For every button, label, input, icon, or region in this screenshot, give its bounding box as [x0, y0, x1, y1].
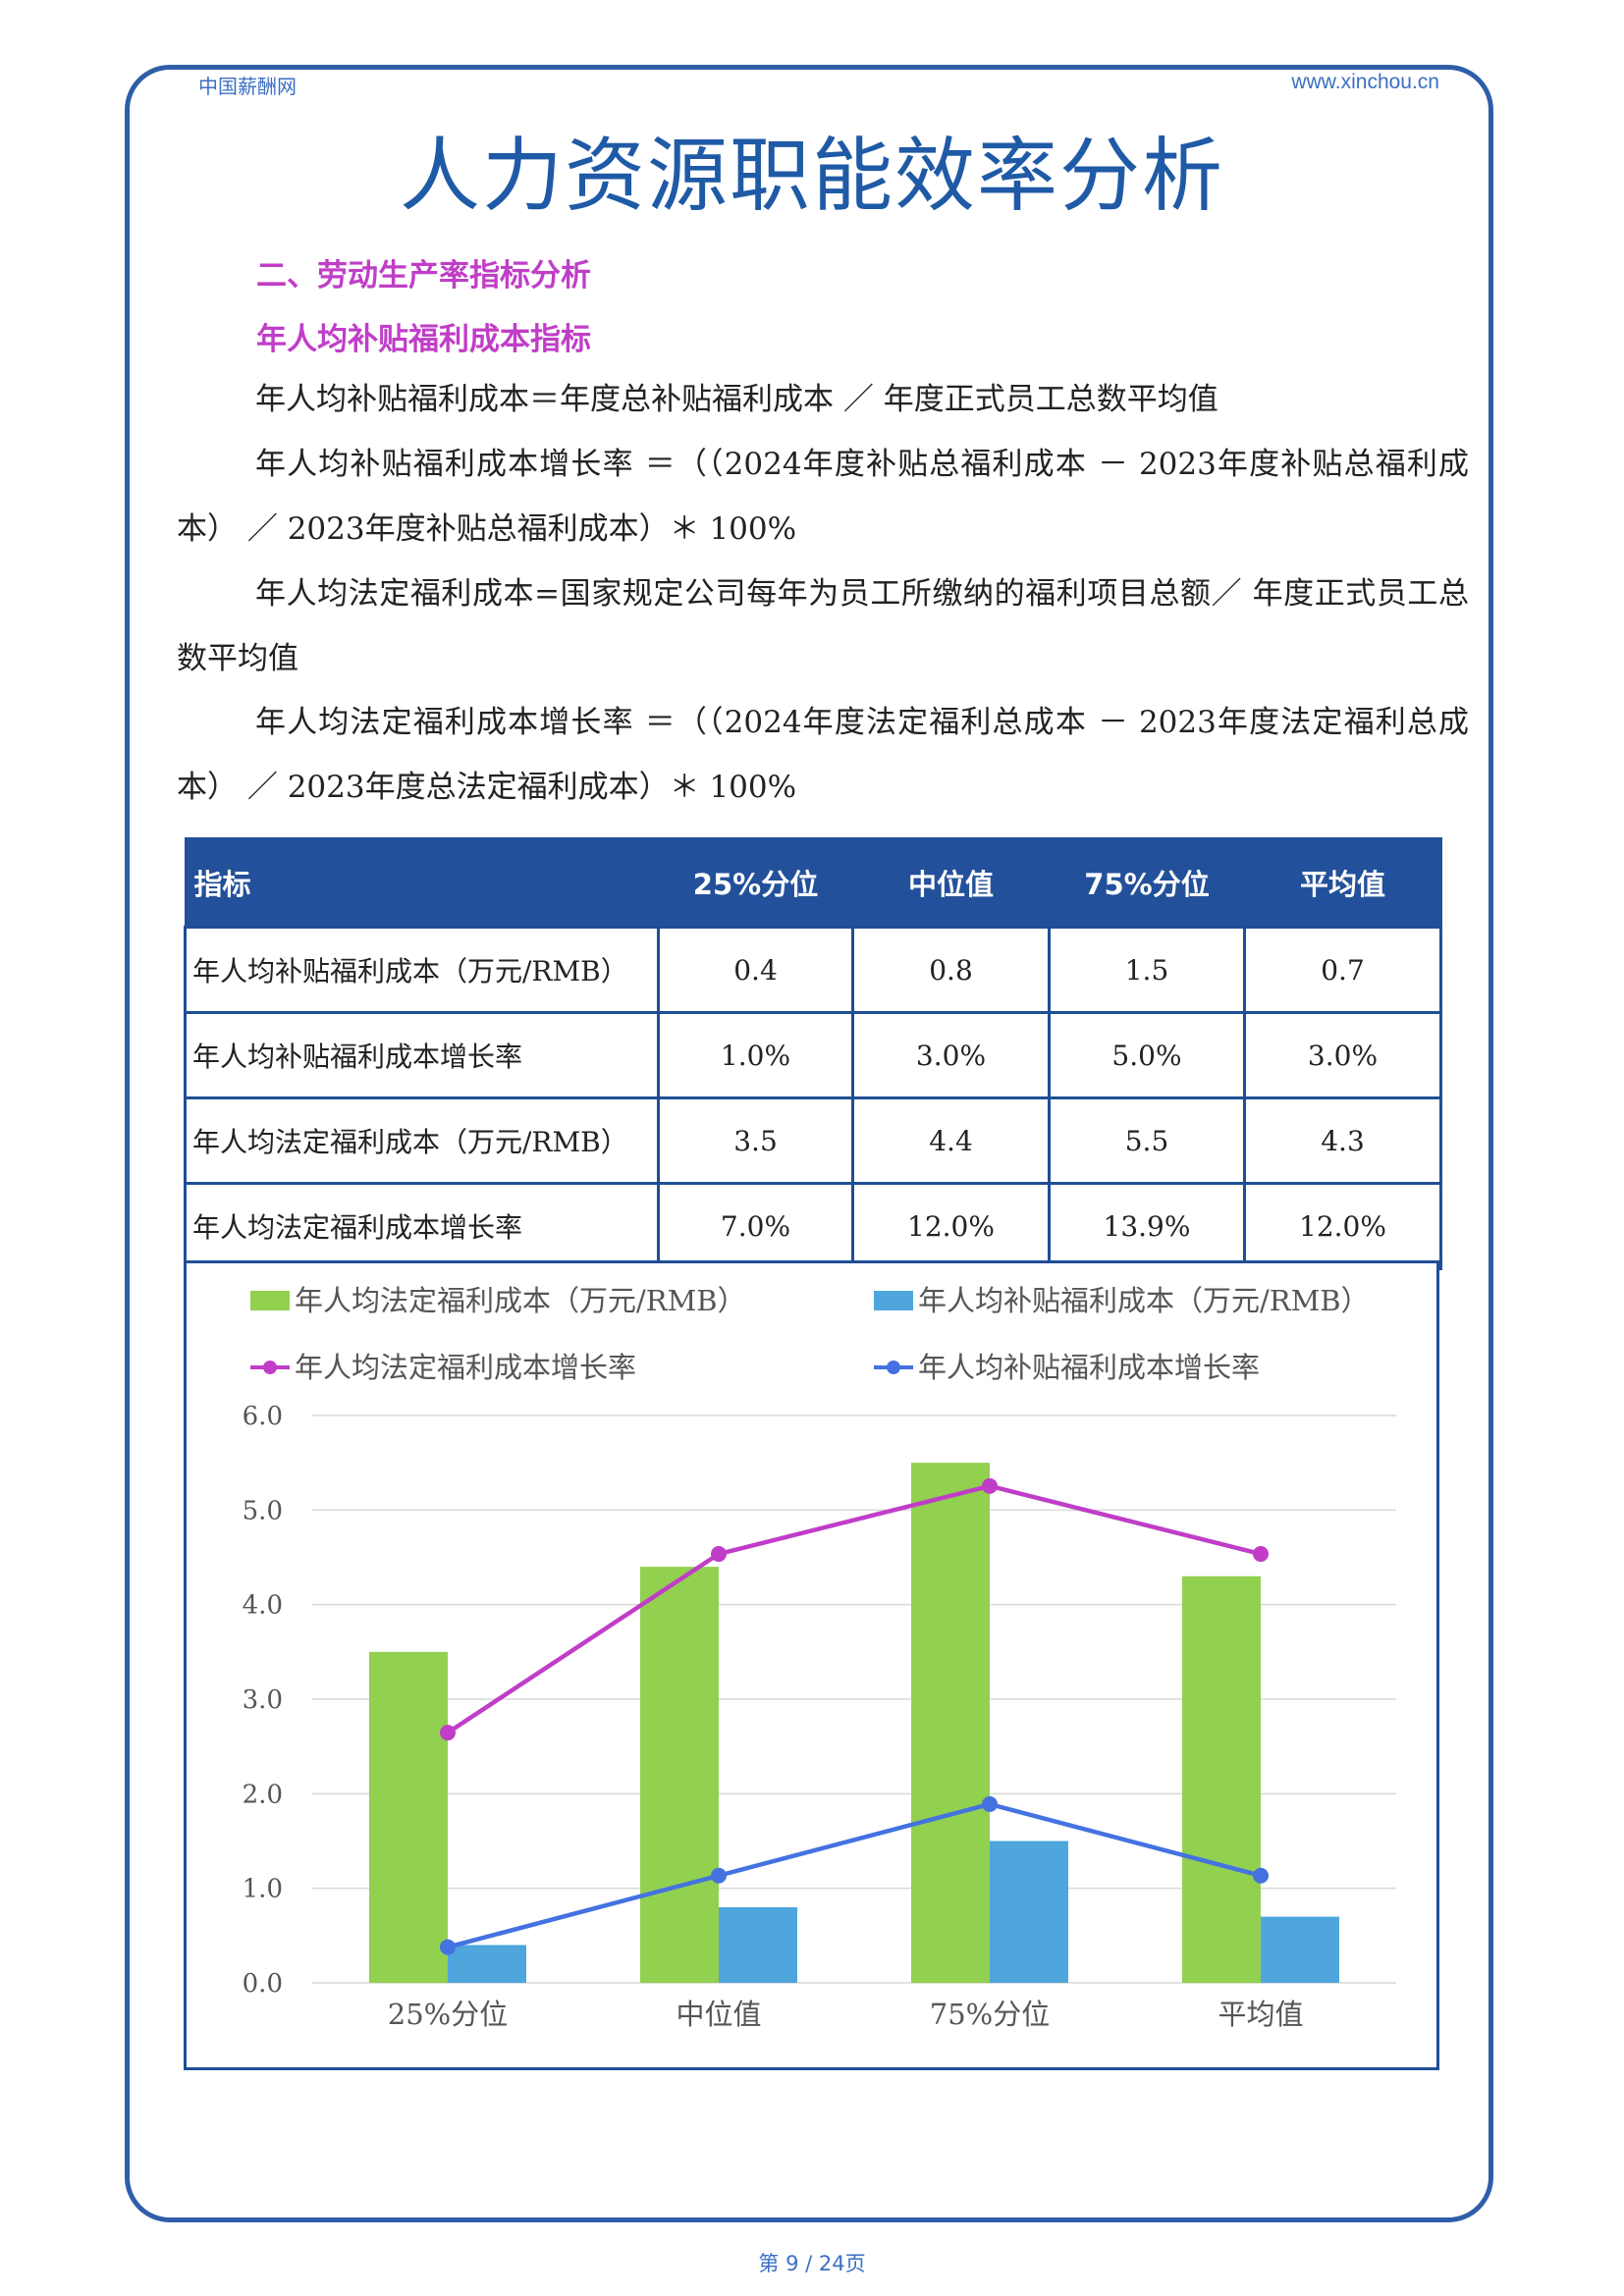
legend-marker [263, 1361, 277, 1374]
table-row: 年人均补贴福利成本（万元/RMB） 0.4 0.8 1.5 0.7 [184, 926, 1442, 1014]
plot-area: 0.0 1.0 2.0 3.0 4.0 5.0 6.0 25%分位 中位值 75%分位 平均值 [243, 1402, 1396, 2031]
table-cell: 0.4 [657, 926, 854, 1014]
y-tick-label: 1.0 [243, 1875, 283, 1904]
section-heading: 二、劳动生产率指标分析 [256, 258, 591, 294]
legend-label: 年人均法定福利成本（万元/RMB） [295, 1284, 746, 1317]
y-tick-label: 0.0 [243, 1969, 283, 1999]
table-cell: 年人均补贴福利成本（万元/RMB） [184, 926, 660, 1014]
bar-subsidy-cost [719, 1906, 797, 1983]
y-tick-label: 6.0 [243, 1402, 283, 1431]
table-header-cell: 25%分位 [657, 837, 854, 929]
page-title: 人力资源职能效率分析 [399, 130, 1224, 223]
page-number: 第 9 / 24页 [758, 2252, 866, 2275]
line-subsidy-growth [447, 1801, 1262, 1949]
bar-subsidy-cost [1261, 1916, 1339, 1983]
metrics-table: 指标 25%分位 中位值 75%分位 平均值 年人均补贴福利成本（万元/RMB）… [184, 837, 1442, 1270]
table-cell: 3.0% [851, 1011, 1051, 1099]
chart-legend: 年人均法定福利成本（万元/RMB） 年人均补贴福利成本（万元/RMB） 年人均法… [250, 1284, 1370, 1384]
site-name: 中国薪酬网 [198, 75, 297, 98]
bar-subsidy-cost [990, 1841, 1068, 1983]
line-point [440, 1939, 456, 1955]
table-cell: 1.5 [1048, 926, 1246, 1014]
table-cell: 0.8 [851, 926, 1051, 1014]
combo-chart: 年人均法定福利成本（万元/RMB） 年人均补贴福利成本（万元/RMB） 年人均法… [243, 1284, 1396, 2031]
y-tick-label: 3.0 [243, 1685, 283, 1715]
table-cell: 4.4 [851, 1096, 1051, 1185]
table-row: 年人均补贴福利成本增长率 1.0% 3.0% 5.0% 3.0% [184, 1011, 1442, 1099]
y-tick-label: 4.0 [243, 1591, 283, 1621]
page-frame [125, 65, 1493, 2222]
bar-statutory-cost [911, 1463, 990, 1983]
chart-container: 年人均法定福利成本（万元/RMB） 年人均补贴福利成本（万元/RMB） 年人均法… [184, 1260, 1439, 2070]
formula-paragraph: 年人均补贴福利成本增长率 ＝（（2024年度补贴总福利成本 － 2023年度补贴… [177, 447, 1469, 547]
legend-label: 年人均补贴福利成本（万元/RMB） [918, 1284, 1370, 1317]
x-tick-label: 75%分位 [930, 1998, 1050, 2031]
table-cell: 4.3 [1243, 1096, 1442, 1185]
y-tick-label: 2.0 [243, 1780, 283, 1809]
table-row: 年人均法定福利成本增长率 7.0% 12.0% 13.9% 12.0% [184, 1182, 1442, 1270]
bar-statutory-cost [640, 1567, 719, 1983]
table-header-cell: 指标 [184, 837, 660, 929]
table-cell: 5.0% [1048, 1011, 1246, 1099]
legend-marker [887, 1361, 900, 1374]
y-tick-label: 5.0 [243, 1496, 283, 1525]
legend-label: 年人均法定福利成本增长率 [295, 1351, 636, 1384]
legend-swatch-statutory-cost [250, 1291, 290, 1310]
line-point [982, 1477, 998, 1494]
legend-label: 年人均补贴福利成本增长率 [918, 1351, 1260, 1384]
formula-paragraph: 年人均法定福利成本增长率 ＝（（2024年度法定福利总成本 － 2023年度法定… [177, 705, 1469, 805]
table-cell: 年人均补贴福利成本增长率 [184, 1011, 660, 1099]
line-point [1253, 1546, 1269, 1563]
table-header-row: 指标 25%分位 中位值 75%分位 平均值 [184, 837, 1442, 929]
bar-statutory-cost [1182, 1575, 1261, 1983]
line-point [1253, 1867, 1269, 1884]
formula-paragraph: 年人均补贴福利成本＝年度总补贴福利成本 ／ 年度正式员工总数平均值 [255, 382, 1218, 417]
table-cell: 1.0% [657, 1011, 854, 1099]
table-cell: 12.0% [851, 1182, 1051, 1270]
table-cell: 13.9% [1048, 1182, 1246, 1270]
table-header-cell: 中位值 [851, 837, 1051, 929]
x-tick-label: 中位值 [676, 1998, 761, 2031]
site-url[interactable]: www.xinchou.cn [1291, 71, 1439, 93]
line-point [711, 1867, 727, 1884]
line-point [982, 1795, 998, 1812]
line-statutory-growth [446, 1483, 1262, 1735]
table-cell: 7.0% [657, 1182, 854, 1270]
x-tick-label: 25%分位 [388, 1998, 508, 2031]
formula-paragraph: 年人均法定福利成本=国家规定公司每年为员工所缴纳的福利项目总额／ 年度正式员工总… [177, 576, 1469, 676]
table-row: 年人均法定福利成本（万元/RMB） 3.5 4.4 5.5 4.3 [184, 1096, 1442, 1185]
table-header-cell: 75%分位 [1048, 837, 1246, 929]
bar-statutory-cost [369, 1651, 448, 1983]
table-cell: 3.0% [1243, 1011, 1442, 1099]
table-cell: 年人均法定福利成本增长率 [184, 1182, 660, 1270]
table-cell: 5.5 [1048, 1096, 1246, 1185]
x-tick-label: 平均值 [1218, 1998, 1303, 2031]
line-point [711, 1546, 727, 1563]
table-cell: 3.5 [657, 1096, 854, 1185]
table-cell: 年人均法定福利成本（万元/RMB） [184, 1096, 660, 1185]
table-cell: 12.0% [1243, 1182, 1442, 1270]
line-point [440, 1725, 456, 1741]
bar-subsidy-cost [448, 1945, 526, 1983]
section-subheading: 年人均补贴福利成本指标 [256, 322, 591, 357]
table-cell: 0.7 [1243, 926, 1442, 1014]
table-header-cell: 平均值 [1243, 837, 1442, 929]
legend-swatch-subsidy-cost [874, 1291, 913, 1310]
